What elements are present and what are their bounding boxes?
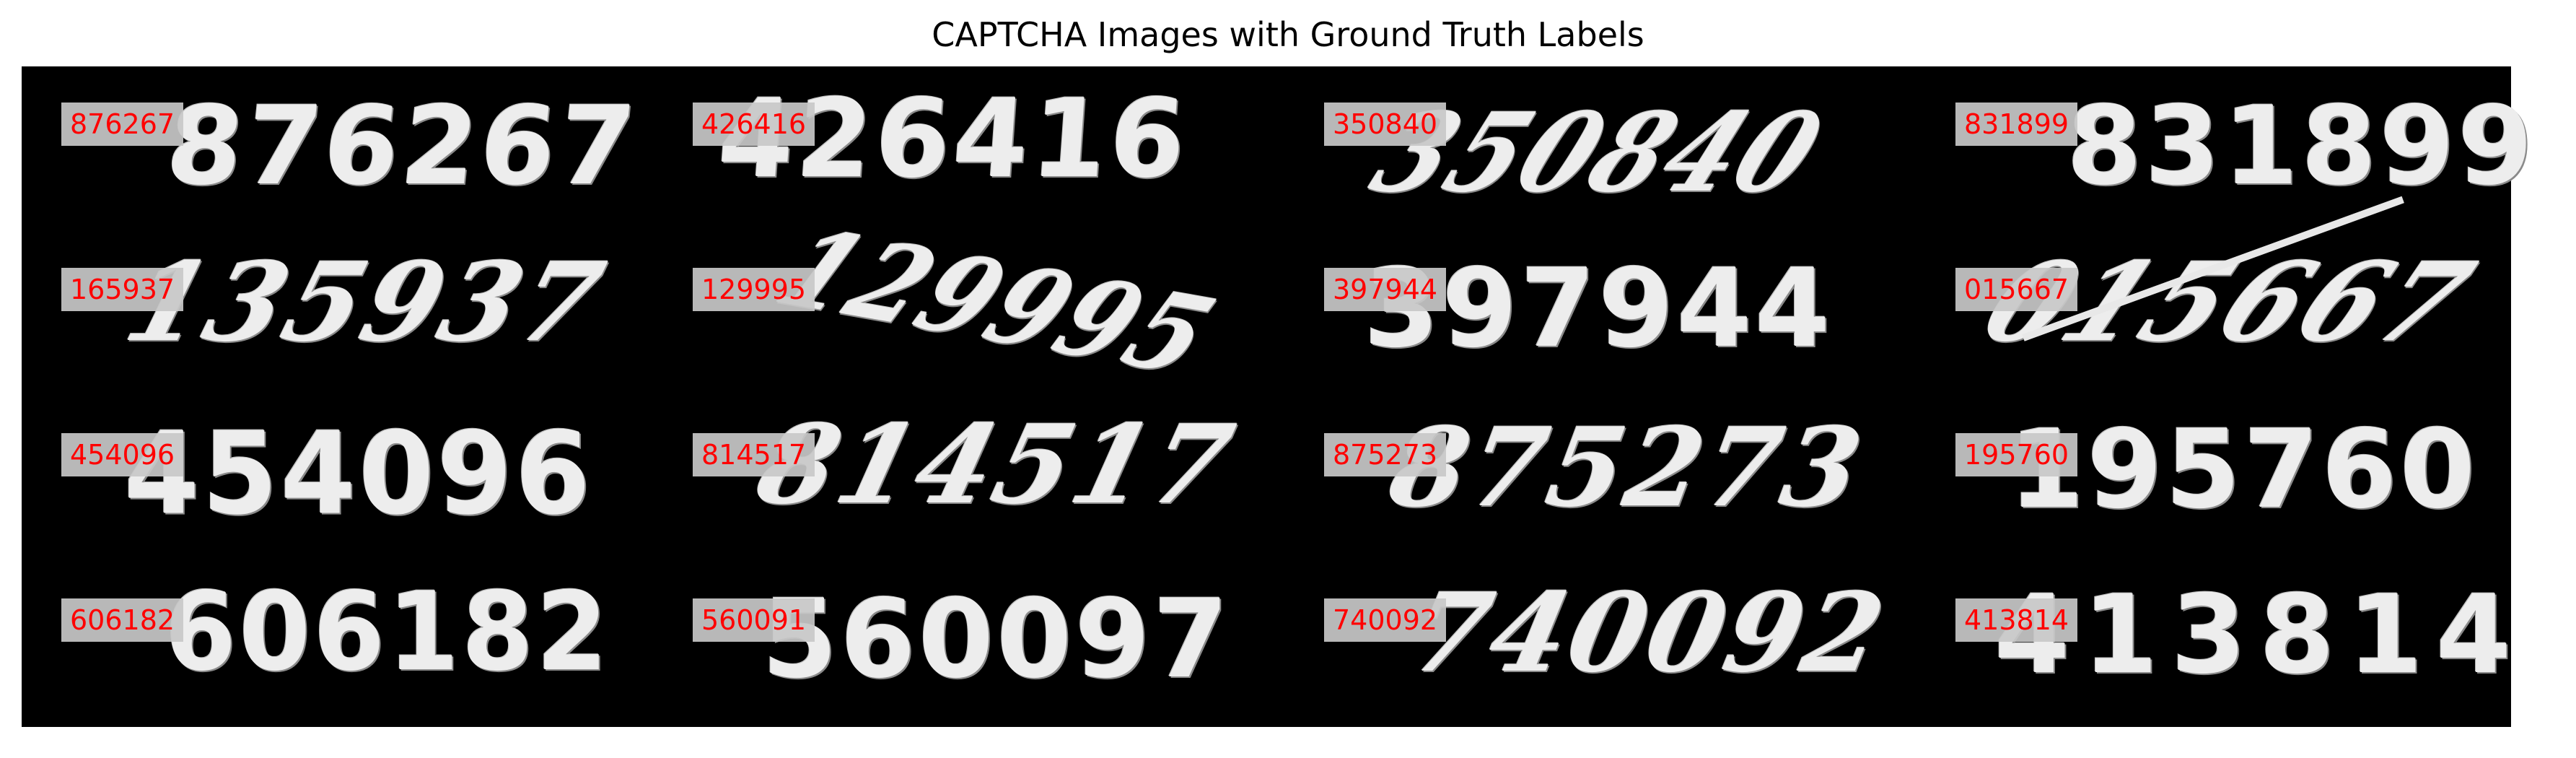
ground-truth-label: 195760	[1955, 433, 2078, 476]
ground-truth-label: 454096	[61, 433, 184, 476]
captcha-cell-11: 875273 875273	[1284, 398, 1914, 564]
ground-truth-label: 606182	[61, 598, 184, 642]
captcha-cell-2: 426416 426416	[654, 68, 1283, 233]
captcha-cell-5: 135937 165937	[23, 233, 652, 398]
captcha-cell-3: 350840 350840	[1284, 68, 1914, 233]
figure-title: CAPTCHA Images with Ground Truth Labels	[932, 15, 1644, 54]
captcha-image-text: 454096	[124, 408, 594, 541]
captcha-image-text: 740092	[1401, 570, 1897, 697]
captcha-image-text: 876267	[160, 84, 644, 209]
captcha-cell-10: 814517 814517	[654, 398, 1283, 564]
ground-truth-label: 875273	[1324, 433, 1447, 476]
captcha-image-text: 606182	[165, 570, 610, 695]
captcha-image-text: 413814	[1994, 572, 2525, 698]
ground-truth-label: 165937	[61, 268, 184, 311]
captcha-cell-9: 454096 454096	[23, 398, 652, 564]
captcha-cell-15: 740092 740092	[1284, 564, 1914, 729]
captcha-cell-13: 606182 606182	[23, 564, 652, 729]
ground-truth-label: 831899	[1955, 103, 2078, 146]
captcha-cell-6: 129995 129995	[654, 206, 1283, 398]
captcha-cell-7: 397944 397944	[1284, 233, 1914, 398]
ground-truth-label: 560091	[693, 598, 815, 642]
captcha-grid: 876267 876267 426416 426416 350840 35084…	[23, 68, 2533, 729]
ground-truth-label: 397944	[1324, 268, 1447, 311]
ground-truth-label: 015667	[1955, 268, 2078, 311]
captcha-image-text: 195760	[2009, 407, 2479, 533]
captcha-cell-16: 413814 413814	[1915, 564, 2544, 729]
ground-truth-label: 814517	[693, 433, 815, 476]
captcha-image-text: 831899	[2067, 84, 2536, 209]
ground-truth-label: 413814	[1955, 598, 2078, 642]
captcha-image-text: 560097	[762, 577, 1232, 702]
captcha-image-text: 129995	[757, 206, 1236, 398]
ground-truth-label: 876267	[61, 103, 184, 146]
ground-truth-label: 740092	[1324, 598, 1447, 642]
captcha-cell-4: 831899 831899	[1915, 68, 2544, 233]
captcha-cell-14: 560097 560091	[654, 564, 1283, 729]
captcha-cell-8: 015667 015667	[1915, 196, 2544, 398]
captcha-image-text: 135937	[113, 239, 619, 366]
ground-truth-label: 426416	[693, 103, 815, 146]
captcha-grid-panel: 876267 876267 426416 426416 350840 35084…	[22, 66, 2533, 729]
ground-truth-label: 350840	[1324, 103, 1447, 146]
captcha-cell-12: 195760 195760	[1915, 398, 2544, 564]
captcha-image-text: 875273	[1381, 404, 1873, 531]
captcha-cell-1: 876267 876267	[23, 68, 652, 233]
captcha-image-text: 814517	[746, 401, 1248, 528]
ground-truth-label: 129995	[693, 268, 815, 311]
